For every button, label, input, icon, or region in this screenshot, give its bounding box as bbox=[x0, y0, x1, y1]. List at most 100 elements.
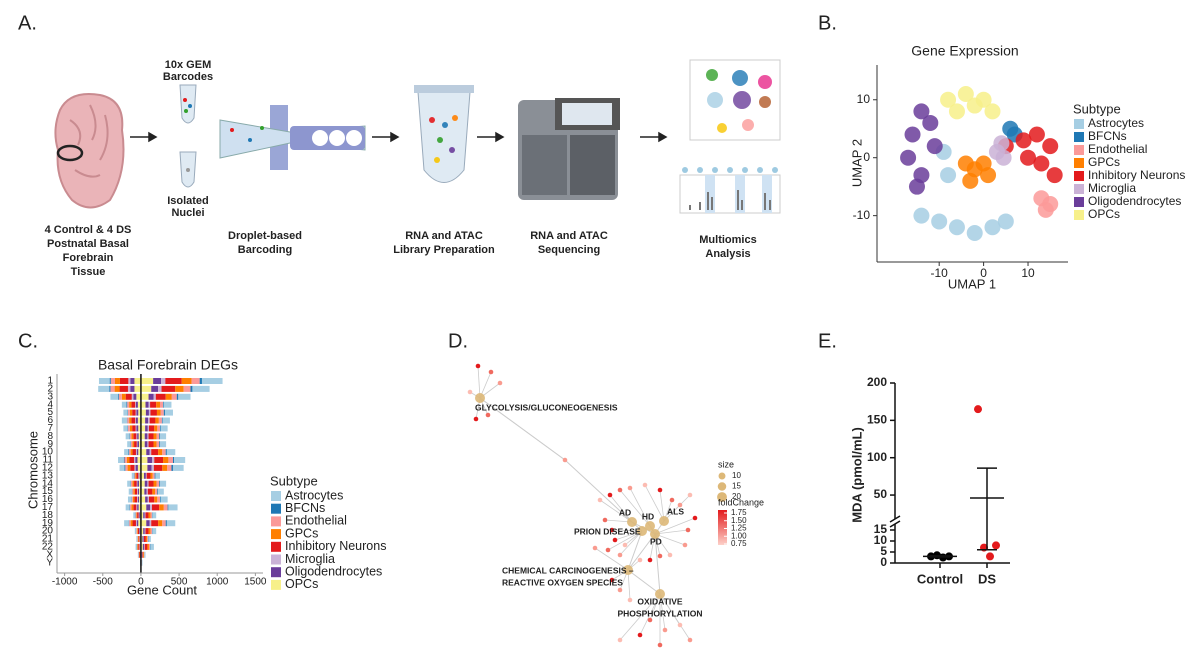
bar-segment bbox=[152, 457, 154, 463]
bar-segment bbox=[160, 425, 161, 431]
bar-segment bbox=[128, 449, 129, 455]
bar-segment bbox=[129, 418, 131, 424]
bar-segment bbox=[200, 378, 202, 384]
bar-segment bbox=[123, 410, 127, 416]
bar-segment bbox=[144, 552, 145, 558]
bar-segment bbox=[130, 465, 134, 471]
bar-segment bbox=[146, 504, 150, 510]
bar-segment bbox=[132, 394, 134, 400]
bar-segment bbox=[157, 425, 160, 431]
bar-segment bbox=[132, 489, 133, 495]
gene-node bbox=[688, 638, 693, 643]
bar-segment bbox=[143, 528, 145, 534]
legend-title: Subtype bbox=[270, 473, 318, 488]
gene-node bbox=[563, 458, 568, 463]
schematic-label: Isolated bbox=[167, 195, 209, 207]
gene-node bbox=[693, 516, 698, 521]
bar-segment bbox=[149, 497, 154, 503]
pathway-label: PRION DISEASE bbox=[574, 526, 641, 536]
gene-node bbox=[623, 543, 628, 548]
bar-segment bbox=[150, 512, 152, 518]
bar-segment bbox=[155, 473, 156, 479]
gene-node bbox=[498, 381, 503, 386]
bar-segment bbox=[135, 457, 137, 463]
bar-segment bbox=[161, 425, 168, 431]
step-label: Tissue bbox=[71, 266, 106, 278]
bar-segment bbox=[157, 489, 158, 495]
bar-segment bbox=[146, 402, 149, 408]
bar-segment bbox=[144, 536, 146, 542]
bar-segment bbox=[133, 489, 135, 495]
bar-segment bbox=[156, 394, 166, 400]
legend-swatch bbox=[1074, 210, 1084, 220]
gene-node bbox=[603, 518, 608, 523]
bar-segment bbox=[132, 425, 135, 431]
pathway-label: PHOSPHORYLATION bbox=[617, 608, 702, 618]
bar-segment bbox=[147, 457, 152, 463]
step-label: Droplet-based bbox=[228, 230, 302, 242]
gene-node bbox=[613, 538, 618, 543]
point bbox=[931, 213, 947, 229]
bar-segment bbox=[141, 457, 147, 463]
bar-segment bbox=[137, 528, 138, 534]
bar-segment bbox=[147, 473, 151, 479]
schematic-label: Barcodes bbox=[163, 71, 213, 83]
bar-segment bbox=[152, 512, 156, 518]
bar-segment bbox=[132, 473, 134, 479]
bar-segment bbox=[130, 504, 132, 510]
bar-segment bbox=[144, 489, 146, 495]
bar-segment bbox=[191, 386, 193, 392]
bar-segment bbox=[146, 473, 147, 479]
legend-swatch bbox=[271, 580, 281, 590]
gene-node bbox=[628, 486, 633, 491]
bar-segment bbox=[133, 449, 136, 455]
bar-segment bbox=[149, 544, 150, 550]
bar-segment bbox=[143, 544, 144, 550]
bar-segment bbox=[172, 394, 177, 400]
bar-segment bbox=[162, 418, 163, 424]
step-label: Library Preparation bbox=[393, 244, 495, 256]
bar-segment bbox=[146, 528, 149, 534]
legend-swatch bbox=[1074, 197, 1084, 207]
bar-segment bbox=[154, 497, 157, 503]
bar-segment bbox=[152, 489, 155, 495]
bar-segment bbox=[135, 473, 136, 479]
point bbox=[900, 150, 916, 166]
gene-node bbox=[648, 558, 653, 563]
bar-segment bbox=[161, 497, 168, 503]
bar-segment bbox=[149, 441, 154, 447]
gene-node bbox=[618, 638, 623, 643]
bar-segment bbox=[131, 402, 135, 408]
bar-segment bbox=[137, 441, 139, 447]
bar-segment bbox=[155, 473, 160, 479]
pathway-label: REACTIVE OXYGEN SPECIES bbox=[502, 577, 623, 587]
bar-segment bbox=[122, 402, 127, 408]
bar-segment bbox=[127, 441, 130, 447]
legend-label: Microglia bbox=[1088, 181, 1136, 195]
bar-segment bbox=[161, 410, 164, 416]
bar-segment bbox=[173, 457, 174, 463]
point bbox=[986, 552, 994, 560]
bar-segment bbox=[141, 394, 149, 400]
bar-segment bbox=[132, 410, 135, 416]
point bbox=[1047, 167, 1063, 183]
bar-segment bbox=[150, 544, 153, 550]
bar-segment bbox=[148, 425, 149, 431]
bar-segment bbox=[150, 528, 152, 534]
panel-label: D. bbox=[448, 330, 468, 352]
bar-segment bbox=[142, 552, 143, 558]
bar-segment bbox=[149, 425, 154, 431]
bar-segment bbox=[167, 465, 171, 471]
legend-label: Inhibitory Neurons bbox=[1088, 168, 1185, 182]
bar-segment bbox=[128, 465, 131, 471]
gene-node bbox=[474, 417, 479, 422]
bar-segment bbox=[144, 544, 145, 550]
bar-segment bbox=[155, 489, 157, 495]
bar-segment bbox=[147, 441, 148, 447]
point bbox=[1029, 127, 1045, 143]
panel-label: A. bbox=[18, 12, 37, 34]
gene-node bbox=[489, 370, 494, 375]
bar-segment bbox=[136, 504, 137, 510]
bar-segment bbox=[131, 441, 133, 447]
point bbox=[967, 98, 983, 114]
